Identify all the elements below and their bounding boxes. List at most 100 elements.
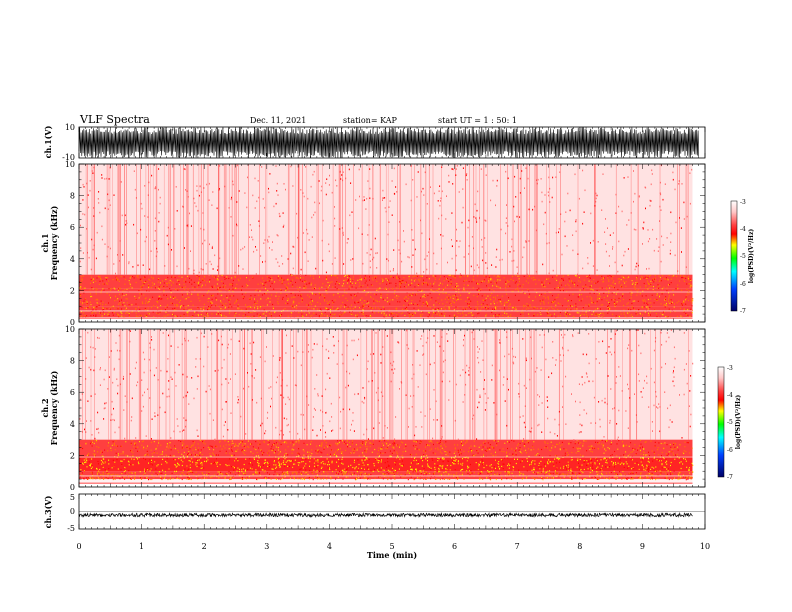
spectrogram-speckle	[197, 293, 199, 295]
spectrogram-speckle	[398, 280, 400, 283]
spectrogram-speckle	[470, 265, 472, 268]
spectrogram-speckle	[453, 309, 455, 311]
spectrogram-speckle	[595, 313, 597, 315]
spectrogram-speckle	[182, 461, 184, 463]
spectrogram-speckle	[451, 257, 453, 260]
spectrogram-speckle	[141, 286, 143, 288]
spectrogram-speckle	[273, 464, 275, 466]
spectrogram-speckle	[406, 308, 407, 310]
spectrogram-speckle	[100, 312, 102, 314]
spectrogram-speckle	[358, 286, 360, 288]
spectrogram-speckle	[152, 284, 154, 287]
spectrogram-speckle	[598, 314, 600, 316]
spectrogram-speckle	[232, 279, 234, 282]
spectrogram-speckle	[397, 301, 399, 303]
spectrogram-speckle	[200, 191, 202, 193]
spectrogram-speckle	[118, 280, 120, 282]
spectrogram-speckle	[244, 192, 246, 194]
spectrogram-speckle	[157, 287, 159, 289]
spectrogram-speckle	[296, 477, 298, 479]
spectrogram-speckle	[159, 476, 161, 478]
spectrogram-speckle	[251, 236, 253, 238]
spectrogram-speckle	[173, 455, 175, 457]
spectrogram-speckle	[646, 275, 648, 277]
spectrogram-speckle	[451, 168, 453, 170]
spectrogram-speckle	[512, 469, 514, 471]
spectrogram-speckle	[455, 306, 457, 308]
spectrogram-speckle	[406, 471, 408, 473]
spectrogram-speckle	[417, 473, 419, 475]
spectrogram-speckle	[655, 476, 657, 478]
spectrogram-speckle	[100, 278, 101, 280]
spectrogram-speckle	[326, 288, 328, 290]
spectrogram-speckle	[157, 307, 159, 309]
spectrogram-speckle	[631, 302, 633, 305]
spectrogram-speckle	[579, 315, 581, 317]
spectrogram-speckle	[249, 279, 251, 281]
spectrogram-speckle	[507, 457, 509, 459]
spectrogram-speckle	[454, 275, 456, 277]
spectrogram-speckle	[688, 469, 689, 471]
spectrogram-speckle	[533, 315, 535, 317]
spectrogram-speckle	[627, 176, 629, 178]
spectrogram-speckle	[137, 316, 139, 318]
spectrogram-speckle	[221, 476, 222, 478]
spectrogram-speckle	[228, 289, 230, 292]
spectrogram-speckle	[458, 288, 460, 290]
spectrogram-speckle	[612, 232, 614, 234]
spectrogram-speckle	[391, 214, 393, 216]
spectrogram-speckle	[534, 478, 536, 480]
spectrogram-speckle	[354, 295, 356, 297]
spectrogram-speckle	[139, 295, 141, 297]
spectrogram-speckle	[568, 285, 570, 287]
spectrogram-speckle	[453, 460, 455, 462]
spectrogram-speckle	[279, 215, 281, 218]
spectrogram-speckle	[641, 276, 643, 278]
spectrogram-speckle	[577, 458, 579, 460]
spectrogram-speckle	[248, 316, 250, 318]
spectrogram-speckle	[206, 281, 208, 283]
spectrogram-speckle	[446, 292, 447, 294]
spectrogram-speckle	[298, 302, 300, 304]
spectrogram-speckle	[283, 473, 285, 475]
spectrogram-speckle	[313, 308, 315, 310]
spectrogram-speckle	[691, 168, 693, 171]
spectrogram-speckle	[506, 455, 508, 457]
spectrogram-speckle	[584, 289, 586, 291]
spectrogram-speckle	[259, 316, 261, 318]
spectrogram-speckle	[81, 472, 83, 474]
spectrogram-speckle	[211, 302, 213, 304]
spectrogram-speckle	[473, 314, 474, 316]
spectrogram-speckle	[566, 245, 568, 247]
spectrogram-speckle	[608, 478, 610, 480]
spectrogram-speckle	[292, 185, 294, 187]
spectrogram-speckle	[616, 301, 618, 303]
spectrogram-speckle	[126, 307, 127, 309]
spectrogram-speckle	[400, 280, 402, 282]
spectrogram-speckle	[176, 265, 178, 268]
spectrogram-speckle	[666, 290, 668, 292]
spectrogram-speckle	[515, 462, 517, 465]
spectrogram-speckle	[544, 286, 546, 288]
spectrogram-speckle	[469, 474, 471, 476]
spectrogram-speckle	[437, 472, 439, 474]
spectrogram-speckle	[398, 295, 400, 297]
spectrogram-speckle	[525, 477, 527, 479]
spectrogram-speckle	[196, 286, 198, 288]
spectrogram-speckle	[314, 305, 316, 307]
spectrogram-speckle	[396, 309, 398, 311]
spectrogram-speckle	[135, 307, 137, 310]
spectrogram-speckle	[640, 457, 642, 459]
spectrogram-speckle	[171, 472, 173, 474]
spectrogram-speckle	[540, 303, 542, 305]
spectrogram-speckle	[626, 224, 628, 226]
spectrogram-speckle	[442, 456, 444, 458]
spectrogram-speckle	[326, 307, 328, 309]
spectrogram-speckle	[361, 302, 363, 304]
spectrogram-speckle	[609, 302, 610, 305]
spectrogram-speckle	[336, 281, 338, 283]
spectrogram-speckle	[229, 305, 231, 307]
spectrogram-speckle	[318, 460, 320, 462]
spectrogram-speckle	[384, 288, 386, 290]
spectrogram-speckle	[660, 280, 662, 282]
